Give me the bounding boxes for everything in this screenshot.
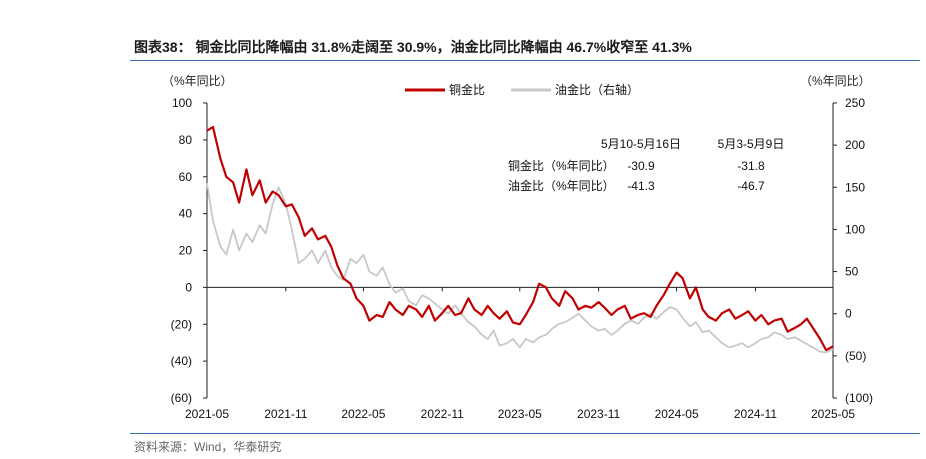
left-tick-label: 100 [172,96,192,110]
table-cell: -31.8 [737,159,765,173]
right-tick-label: 250 [845,96,865,110]
x-tick-label: 2022-05 [341,407,385,421]
x-tick-label: 2024-05 [655,407,699,421]
left-tick-label: 0 [185,280,192,294]
axes-group: 100806040200(20)(40)(60)250200150100500(… [171,96,873,421]
left-tick-label: 80 [179,133,193,147]
legend: 铜金比 油金比（右轴） [405,82,639,97]
right-tick-label: 150 [845,180,865,194]
right-tick-label: 50 [845,265,859,279]
x-tick-label: 2022-11 [421,407,464,421]
legend-copper-gold-label: 铜金比 [449,82,485,97]
right-axis-unit: （%年同比） [800,74,871,88]
x-tick-label: 2021-05 [185,407,229,421]
left-tick-label: (40) [171,354,192,368]
source-note: 资料来源：Wind，华泰研究 [134,440,282,454]
right-tick-label: (100) [845,391,873,405]
left-tick-label: (60) [171,391,192,405]
series-group [206,125,834,354]
title-rule [130,60,920,61]
table-cell: -46.7 [737,179,765,193]
left-tick-label: 60 [179,170,193,184]
table-header: 5月10-5月16日 [601,137,681,151]
left-axis-unit: （%年同比） [162,74,233,88]
left-tick-label: 20 [179,244,193,258]
left-tick-label: (20) [171,317,192,331]
left-tick-label: 40 [179,207,193,221]
x-tick-label: 2023-05 [498,407,542,421]
chart-title: 图表38： 铜金比同比降幅由 31.8%走阔至 30.9%，油金比同比降幅由 4… [134,39,692,55]
table-row-label: 铜金比（%年同比） [508,158,615,173]
x-tick-label: 2025-05 [811,407,855,421]
oil-gold-ratio-line [206,182,834,354]
copper-gold-ratio-line [206,125,834,352]
right-tick-label: 0 [845,307,852,321]
table-cell: -41.3 [627,179,655,193]
right-tick-label: 200 [845,138,865,152]
table-header: 5月3-5月9日 [718,137,785,151]
x-tick-label: 2023-11 [577,407,620,421]
right-tick-label: 100 [845,222,865,236]
right-tick-label: (50) [845,349,866,363]
table-cell: -30.9 [627,159,655,173]
table-row-label: 油金比（%年同比） [508,178,615,193]
legend-oil-gold-label: 油金比（右轴） [555,82,639,97]
footer-rule [130,433,920,434]
x-tick-label: 2021-11 [264,407,307,421]
x-tick-label: 2024-11 [734,407,777,421]
